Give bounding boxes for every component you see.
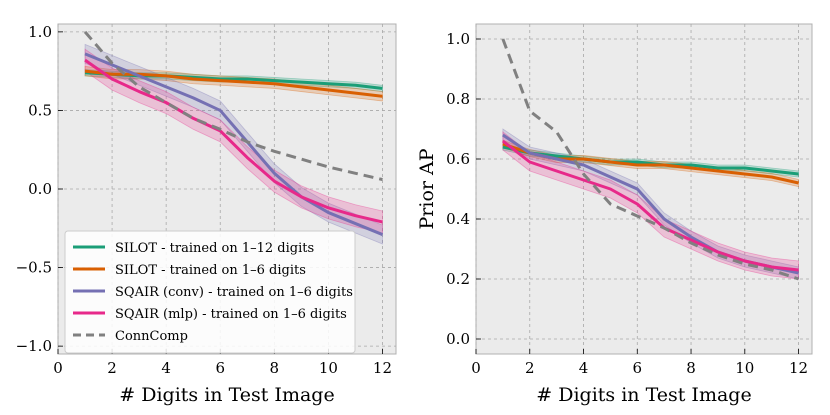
x-tick-label: 0 bbox=[53, 359, 63, 377]
y-tick-label: −1.0 bbox=[16, 337, 52, 355]
x-tick-label: 12 bbox=[789, 359, 808, 377]
legend-label: SILOT - trained on 1–12 digits bbox=[115, 241, 314, 256]
x-tick-label: 10 bbox=[735, 359, 754, 377]
series-line bbox=[501, 38, 800, 281]
left-chart: 0 2 4 6 8 10 12 −1.0 −0.5 0.0 0.5 1.0 # Digits in T… bbox=[16, 23, 397, 406]
x-tick-label: 4 bbox=[579, 359, 589, 377]
series-line bbox=[84, 58, 383, 224]
series-lines bbox=[83, 30, 384, 236]
legend-frame bbox=[64, 230, 356, 354]
legend-label: SQAIR (mlp) - trained on 1–6 digits bbox=[115, 307, 347, 322]
y-tick-label: 0.5 bbox=[28, 101, 52, 119]
x-tick-label: 4 bbox=[161, 359, 171, 377]
x-tick-label: 8 bbox=[686, 359, 696, 377]
y-tick-label: −0.5 bbox=[16, 259, 52, 277]
y-tick-label: 0.8 bbox=[446, 90, 470, 108]
y-tick-label: 0.0 bbox=[446, 330, 470, 348]
series-band bbox=[84, 43, 383, 245]
x-tick-label: 6 bbox=[215, 359, 225, 377]
series-line bbox=[83, 30, 383, 182]
x-tick-label: 12 bbox=[373, 359, 392, 377]
x-tick-label: 0 bbox=[471, 359, 481, 377]
x-tick-label: 8 bbox=[270, 359, 280, 377]
right-chart: 0 2 4 6 8 10 12 0.0 0.2 0.4 0.6 0.8 1.0 # Digits in … bbox=[416, 23, 813, 406]
tick-labels: 0 2 4 6 8 10 12 0.0 0.2 0.4 0.6 0.8 1.0 bbox=[446, 30, 808, 377]
y-axis-label: Prior AP bbox=[416, 148, 438, 229]
y-tick-label: 0.6 bbox=[446, 150, 470, 168]
x-axis-label: # Digits in Test Image bbox=[536, 384, 751, 406]
gridlines bbox=[475, 24, 812, 354]
series-line bbox=[84, 52, 384, 236]
y-tick-label: 0.2 bbox=[446, 270, 470, 288]
legend: SILOT - trained on 1–12 digits SILOT - tr… bbox=[64, 230, 356, 354]
plot-background bbox=[475, 23, 813, 355]
y-tick-label: 1.0 bbox=[28, 23, 52, 41]
x-tick-label: 10 bbox=[319, 359, 338, 377]
legend-label: SQAIR (conv) - trained on 1–6 digits bbox=[115, 285, 353, 300]
tick-labels: 0 2 4 6 8 10 12 −1.0 −0.5 0.0 0.5 1.0 bbox=[16, 23, 392, 377]
x-tick-label: 6 bbox=[633, 359, 643, 377]
x-tick-label: 2 bbox=[525, 359, 535, 377]
series-line bbox=[501, 139, 799, 272]
y-tick-label: 0.0 bbox=[28, 180, 52, 198]
series-lines bbox=[501, 38, 800, 281]
x-axis-label: # Digits in Test Image bbox=[119, 384, 334, 406]
y-tick-label: 1.0 bbox=[446, 30, 470, 48]
legend-label: SILOT - trained on 1–6 digits bbox=[115, 263, 306, 278]
legend-label: ConnComp bbox=[115, 329, 188, 344]
x-tick-label: 2 bbox=[107, 359, 117, 377]
y-tick-label: 0.4 bbox=[446, 210, 470, 228]
